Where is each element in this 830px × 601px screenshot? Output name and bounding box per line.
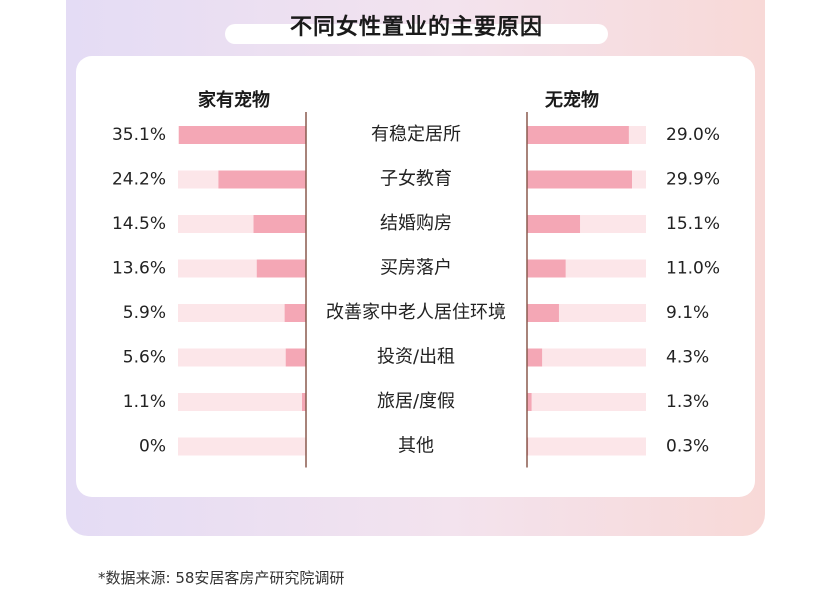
right-value-label: 29.9%	[666, 170, 720, 190]
title-pill	[225, 24, 608, 44]
right-track	[527, 393, 646, 411]
left-track	[178, 437, 306, 456]
right-value-label: 4.3%	[666, 348, 709, 368]
category-label: 投资/出租	[377, 347, 455, 368]
left-value-label: 13.6%	[112, 259, 166, 279]
right-bar	[527, 304, 559, 322]
right-bar	[527, 259, 566, 278]
left-bar	[218, 170, 306, 189]
left-track	[178, 348, 306, 367]
left-value-label: 14.5%	[112, 214, 166, 234]
left-track	[178, 304, 306, 322]
left-value-label: 1.1%	[123, 392, 166, 412]
right-track	[527, 348, 646, 367]
category-label: 改善家中老人居住环境	[326, 302, 506, 323]
right-value-label: 0.3%	[666, 437, 709, 457]
right-bar	[527, 348, 543, 367]
right-bar	[527, 393, 532, 411]
right-value-label: 9.1%	[666, 303, 709, 323]
left-bar	[302, 393, 306, 411]
category-label: 结婚购房	[380, 213, 452, 234]
right-bar	[527, 170, 632, 189]
left-bar	[256, 259, 306, 278]
right-value-label: 15.1%	[666, 214, 720, 234]
left-bar	[179, 126, 306, 144]
right-value-label: 29.0%	[666, 125, 720, 145]
right-value-label: 11.0%	[666, 259, 720, 279]
legend-right-series: 无宠物	[545, 90, 599, 111]
category-label: 其他	[398, 436, 434, 457]
legend-left-series: 家有宠物	[198, 90, 270, 111]
right-bar	[527, 215, 581, 233]
right-track	[527, 437, 646, 456]
left-bar	[284, 304, 306, 322]
category-label: 子女教育	[380, 169, 452, 190]
data-source-note: *数据来源: 58安居客房产研究院调研	[98, 569, 345, 587]
left-value-label: 35.1%	[112, 125, 166, 145]
left-value-label: 24.2%	[112, 170, 166, 190]
category-label: 买房落户	[380, 258, 452, 279]
category-label: 有稳定居所	[371, 124, 461, 145]
left-bar	[253, 215, 306, 233]
left-value-label: 5.6%	[123, 348, 166, 368]
left-value-label: 5.9%	[123, 303, 166, 323]
left-bar	[285, 348, 306, 367]
right-bar	[527, 126, 629, 144]
category-label: 旅居/度假	[377, 391, 455, 412]
chart-title: 不同女性置业的主要原因	[289, 15, 543, 40]
left-value-label: 0%	[139, 437, 166, 457]
left-track	[178, 393, 306, 411]
right-value-label: 1.3%	[666, 392, 709, 412]
